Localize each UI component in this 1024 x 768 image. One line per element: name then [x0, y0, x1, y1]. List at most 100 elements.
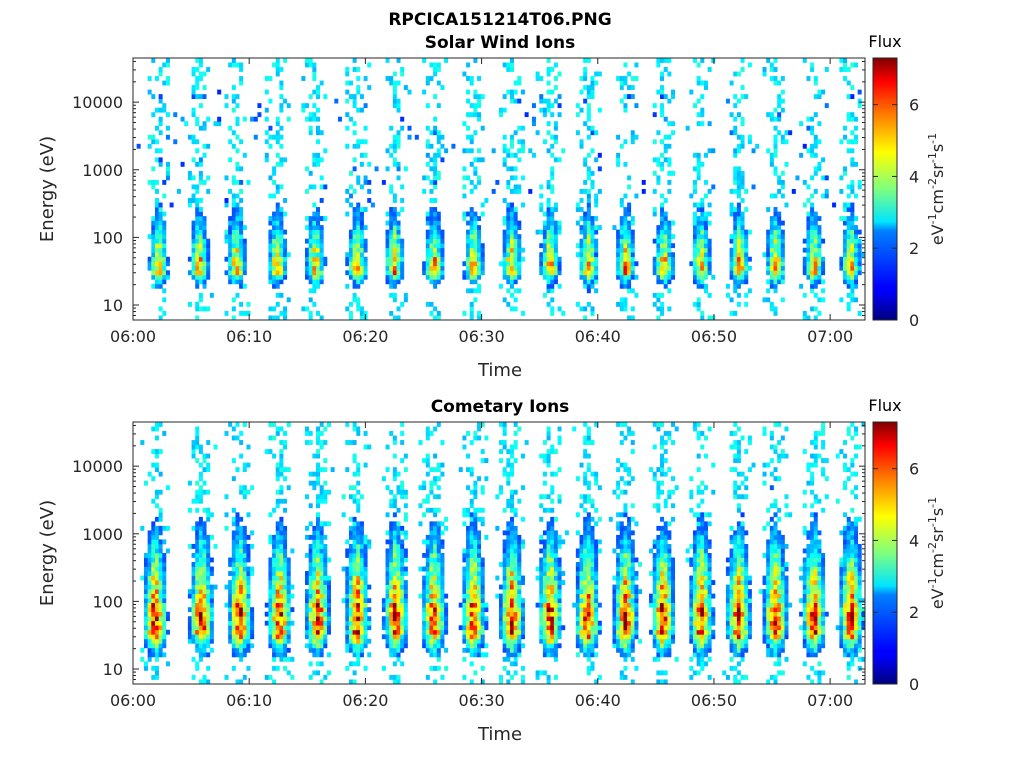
flux-cell: [275, 652, 280, 658]
flux-cell: [506, 638, 511, 644]
flux-cell: [506, 584, 511, 590]
flux-cell: [356, 143, 361, 149]
flux-cell: [191, 543, 196, 549]
flux-cell: [477, 112, 482, 118]
flux-cell: [546, 103, 551, 109]
colorbar-tick-label: 6: [909, 96, 919, 115]
flux-cell: [283, 638, 288, 644]
flux-cell: [235, 571, 240, 576]
flux-cell: [499, 283, 504, 289]
flux-cell: [469, 220, 474, 226]
flux-cell: [813, 252, 818, 258]
flux-cell: [542, 265, 547, 271]
flux-cell: [407, 89, 412, 95]
flux-cell: [784, 161, 789, 167]
flux-cell: [143, 607, 148, 613]
flux-cell: [766, 270, 771, 276]
flux-cell: [268, 279, 273, 285]
flux-cell: [359, 252, 364, 258]
flux-cell: [198, 638, 203, 644]
flux-cell: [396, 256, 401, 262]
flux-cell: [283, 584, 288, 590]
flux-cell: [312, 602, 317, 608]
flux-cell: [660, 202, 665, 208]
flux-cell: [356, 638, 361, 644]
flux-cell: [213, 584, 218, 590]
flux-cell: [513, 152, 518, 158]
flux-cell: [275, 580, 280, 585]
flux-cell: [158, 265, 163, 271]
flux-cell: [279, 161, 284, 167]
flux-cell: [242, 584, 247, 590]
flux-cell: [158, 580, 163, 585]
flux-cell: [143, 611, 148, 617]
flux-cell: [359, 566, 364, 572]
flux-cell: [854, 252, 859, 258]
flux-cell: [165, 525, 170, 531]
flux-cell: [198, 94, 203, 100]
flux-cell: [843, 265, 848, 271]
flux-cell: [352, 458, 357, 464]
flux-cell: [436, 274, 441, 280]
flux-cell: [363, 76, 368, 81]
flux-cell: [744, 234, 749, 240]
flux-cell: [235, 557, 240, 563]
flux-cell: [319, 575, 324, 581]
flux-cell: [854, 261, 859, 267]
flux-cell: [356, 431, 361, 436]
flux-cell: [550, 279, 555, 285]
flux-cell: [444, 629, 449, 635]
flux-cell: [466, 265, 471, 271]
flux-cell: [502, 607, 507, 613]
flux-cell: [356, 575, 361, 581]
flux-cell: [502, 220, 507, 226]
flux-cell: [231, 553, 236, 558]
flux-cell: [520, 202, 525, 208]
flux-cell: [539, 98, 544, 104]
flux-cell: [345, 198, 350, 203]
flux-cell: [250, 530, 255, 536]
flux-cell: [612, 225, 617, 231]
flux-cell: [627, 225, 632, 231]
flux-cell: [667, 157, 672, 163]
flux-cell: [707, 202, 712, 208]
flux-cell: [191, 611, 196, 617]
flux-cell: [619, 220, 624, 226]
flux-cell: [308, 256, 313, 262]
flux-cell: [550, 234, 555, 240]
flux-cell: [509, 274, 514, 280]
flux-cell: [766, 112, 771, 118]
flux-cell: [359, 562, 364, 567]
flux-cell: [586, 234, 591, 240]
flux-cell: [729, 261, 734, 267]
flux-cell: [553, 157, 558, 163]
flux-cell: [616, 152, 621, 158]
flux-cell: [477, 616, 482, 622]
flux-cell: [586, 152, 591, 158]
flux-cell: [400, 571, 405, 576]
flux-cell: [367, 598, 372, 604]
flux-cell: [283, 310, 288, 316]
flux-cell: [348, 261, 353, 267]
flux-cell: [473, 288, 478, 294]
flux-cell: [396, 643, 401, 649]
flux-cell: [242, 467, 247, 473]
flux-cell: [469, 543, 474, 549]
flux-cell: [231, 175, 236, 181]
flux-cell: [403, 553, 408, 558]
flux-cell: [392, 85, 397, 90]
flux-cell: [396, 220, 401, 226]
flux-cell: [425, 589, 430, 595]
flux-cell: [854, 161, 859, 167]
flux-cell: [436, 607, 441, 613]
flux-cell: [341, 566, 346, 572]
flux-cell: [158, 422, 163, 427]
flux-cell: [810, 216, 815, 221]
flux-cell: [616, 265, 621, 271]
flux-cell: [579, 265, 584, 271]
flux-cell: [162, 220, 167, 226]
flux-cell: [323, 580, 328, 585]
flux-cell: [352, 562, 357, 567]
flux-cell: [235, 647, 240, 653]
flux-cell: [773, 170, 778, 176]
